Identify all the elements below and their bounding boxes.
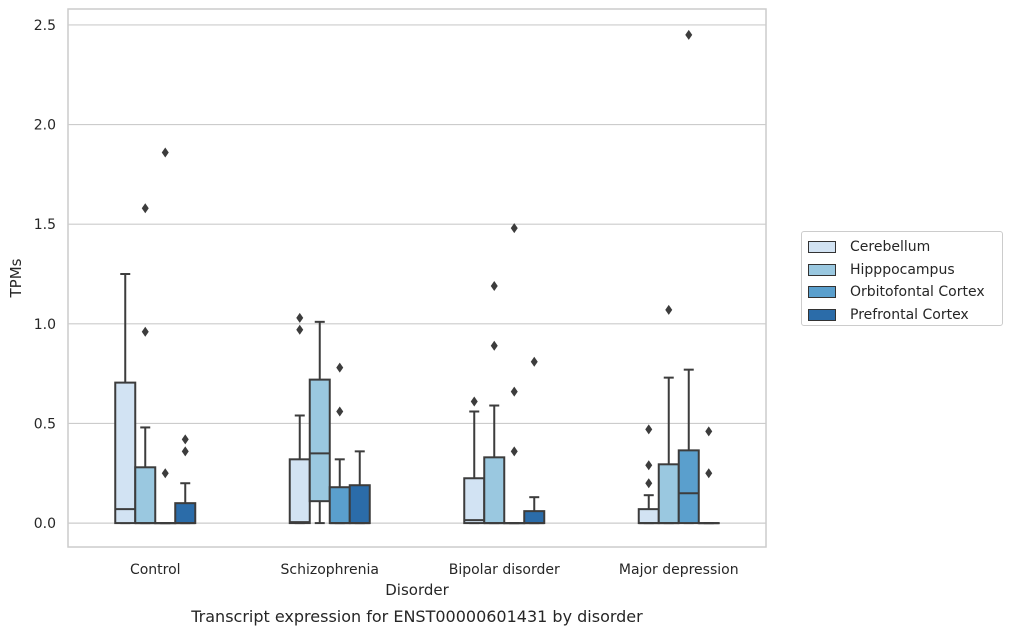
outlier-point <box>336 362 344 373</box>
outlier-point <box>336 406 344 417</box>
box <box>134 466 157 525</box>
outlier-point <box>296 312 304 323</box>
legend: Cerebellum Hipppocampus Orbitofontal Corte… <box>801 231 1003 326</box>
x-axis-label: Disorder <box>385 581 449 599</box>
outlier-point <box>161 468 169 479</box>
y-tick-label: 1.5 <box>34 217 56 233</box>
legend-swatch <box>808 286 836 299</box>
outlier-point <box>705 426 713 437</box>
legend-item: Prefrontal Cortex <box>808 304 1002 327</box>
outlier-point <box>510 446 518 457</box>
outlier-point <box>296 324 304 335</box>
x-tick-label: Bipolar disorder <box>449 562 560 578</box>
legend-label: Hipppocampus <box>850 261 955 278</box>
outlier-point <box>530 356 538 367</box>
x-tick-label: Control <box>130 562 181 578</box>
box <box>288 458 311 525</box>
outlier-point <box>645 424 653 435</box>
y-tick-label: 1.0 <box>34 317 56 333</box>
legend-label: Cerebellum <box>850 239 931 256</box>
x-tick-label: Major depression <box>619 562 739 578</box>
legend-swatch <box>808 241 836 254</box>
outlier-point <box>510 386 518 397</box>
outlier-point <box>685 29 693 40</box>
legend-item: Cerebellum <box>808 236 1002 259</box>
outlier-point <box>705 468 713 479</box>
box <box>523 510 546 525</box>
box <box>348 484 371 525</box>
outlier-point <box>490 280 498 291</box>
outlier-point <box>510 223 518 234</box>
box <box>463 477 486 525</box>
box <box>308 378 331 503</box>
legend-item: Orbitofontal Cortex <box>808 281 1002 304</box>
outlier-point <box>141 326 149 337</box>
legend-swatch <box>808 263 836 276</box>
y-axis-label: TPMs <box>7 258 25 298</box>
legend-swatch <box>808 308 836 321</box>
legend-label: Orbitofontal Cortex <box>850 284 985 301</box>
chart-title: Transcript expression for ENST0000060143… <box>190 607 643 626</box>
legend-item: Hipppocampus <box>808 259 1002 282</box>
box <box>114 381 137 525</box>
plot-frame <box>67 8 767 548</box>
outlier-point <box>490 340 498 351</box>
y-tick-label: 2.5 <box>34 18 56 34</box>
outlier-point <box>665 304 673 315</box>
box <box>174 502 197 525</box>
outlier-point <box>470 396 478 407</box>
y-tick-label: 2.0 <box>34 118 56 134</box>
box <box>677 449 700 525</box>
legend-label: Prefrontal Cortex <box>850 306 969 323</box>
outlier-point <box>181 434 189 445</box>
outlier-point <box>645 478 653 489</box>
outlier-point <box>645 460 653 471</box>
outlier-point <box>161 147 169 158</box>
box <box>637 508 660 525</box>
x-tick-label: Schizophrenia <box>281 562 379 578</box>
box <box>328 486 351 525</box>
box <box>657 463 680 525</box>
outlier-point <box>181 446 189 457</box>
y-tick-label: 0.0 <box>34 516 56 532</box>
box <box>483 456 506 525</box>
outlier-point <box>141 203 149 214</box>
y-tick-label: 0.5 <box>34 416 56 432</box>
